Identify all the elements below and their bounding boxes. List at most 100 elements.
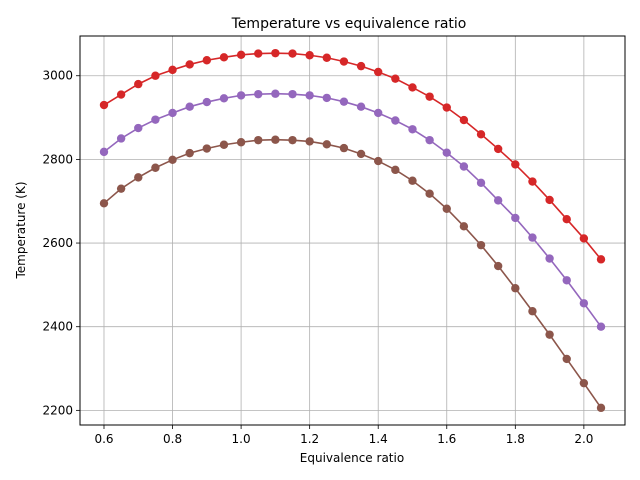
data-point	[288, 135, 297, 145]
data-point	[219, 140, 229, 149]
data-point	[579, 378, 589, 388]
x-tick-label: 2.0	[574, 432, 593, 446]
data-point	[202, 144, 212, 153]
data-point	[99, 100, 109, 110]
data-point	[425, 189, 434, 198]
data-point	[322, 93, 331, 103]
data-point	[254, 89, 263, 99]
series-line	[103, 92, 602, 328]
data-point	[476, 130, 486, 139]
data-point	[562, 354, 571, 364]
data-point	[391, 74, 400, 83]
series-layer	[99, 48, 606, 413]
data-point	[356, 102, 366, 111]
data-point	[511, 284, 520, 293]
data-point	[288, 49, 297, 58]
data-point	[459, 222, 469, 231]
x-tick-label: 0.8	[163, 432, 182, 446]
x-tick-label: 0.6	[94, 432, 113, 446]
data-point	[408, 125, 417, 134]
data-point	[151, 115, 160, 124]
data-point	[408, 176, 417, 185]
data-point	[134, 123, 143, 133]
data-point	[476, 240, 486, 250]
series-2	[99, 89, 606, 331]
data-point	[236, 91, 246, 100]
data-point	[374, 108, 383, 118]
series-3	[99, 135, 606, 413]
data-point	[459, 115, 469, 125]
data-point	[596, 403, 606, 413]
data-point	[305, 137, 314, 146]
data-point	[116, 134, 126, 143]
data-point	[254, 135, 263, 145]
x-axis-label: Equivalence ratio	[300, 451, 404, 465]
data-point	[562, 215, 571, 224]
data-point	[322, 140, 331, 149]
data-point	[288, 89, 297, 99]
data-point	[202, 97, 212, 107]
data-point	[168, 65, 177, 75]
data-point	[134, 79, 143, 89]
y-axis-ticks: 2200 2400 2600 2800 3000	[42, 69, 80, 417]
x-tick-label: 1.6	[437, 432, 456, 446]
data-point	[339, 143, 349, 153]
data-point	[425, 92, 434, 101]
data-point	[322, 53, 331, 62]
data-point	[151, 71, 160, 80]
data-point	[271, 135, 280, 144]
data-point	[236, 138, 246, 147]
data-point	[271, 89, 280, 98]
data-point	[356, 61, 366, 71]
y-tick-label: 2200	[42, 403, 73, 417]
data-point	[442, 148, 451, 157]
data-point	[545, 254, 554, 263]
data-point	[185, 102, 194, 111]
data-point	[99, 147, 109, 157]
data-point	[219, 94, 229, 103]
data-point	[511, 160, 520, 169]
x-tick-label: 1.2	[300, 432, 319, 446]
data-point	[545, 330, 554, 339]
chart-title: Temperature vs equivalence ratio	[231, 16, 467, 32]
data-point	[391, 165, 400, 175]
series-1	[99, 48, 606, 264]
series-line	[103, 138, 602, 409]
data-point	[99, 199, 109, 208]
data-point	[459, 162, 469, 171]
data-point	[442, 204, 451, 213]
data-point	[511, 213, 520, 223]
data-point	[185, 60, 194, 69]
data-point	[493, 196, 503, 205]
data-point	[219, 53, 229, 62]
data-point	[134, 173, 143, 182]
data-point	[579, 234, 589, 243]
data-point	[271, 48, 280, 58]
data-point	[236, 50, 246, 60]
data-point	[476, 178, 486, 188]
data-point	[305, 51, 314, 60]
data-point	[545, 195, 554, 205]
grid-lines	[80, 36, 625, 425]
y-tick-label: 2800	[42, 152, 73, 166]
data-point	[374, 156, 383, 166]
data-point	[185, 148, 194, 158]
data-point	[391, 116, 400, 125]
plot-frame	[79, 35, 626, 426]
series-line	[103, 52, 602, 260]
y-tick-label: 2600	[42, 236, 73, 250]
x-tick-label: 1.4	[369, 432, 388, 446]
data-point	[596, 322, 606, 331]
x-tick-label: 1.8	[506, 432, 525, 446]
y-tick-label: 2400	[42, 320, 73, 334]
data-point	[528, 233, 537, 242]
data-point	[596, 255, 606, 264]
data-point	[339, 97, 349, 106]
data-point	[408, 83, 417, 92]
data-point	[151, 163, 160, 172]
data-point	[493, 144, 503, 154]
data-point	[116, 184, 126, 193]
data-point	[305, 91, 314, 100]
data-point	[254, 49, 263, 58]
